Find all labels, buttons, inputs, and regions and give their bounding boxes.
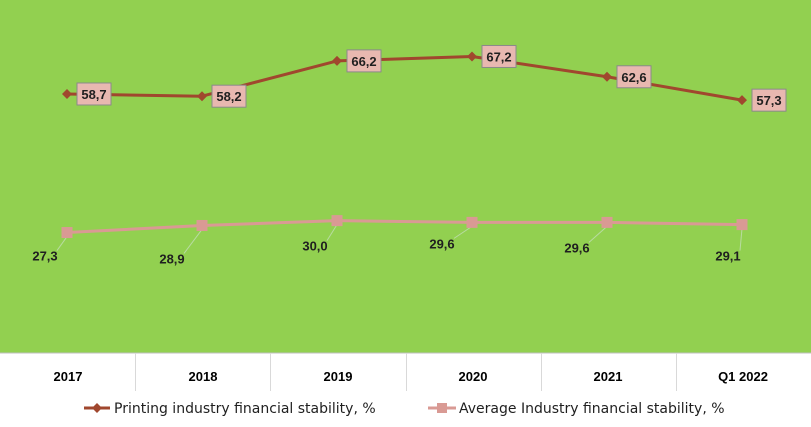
x-tick-label: 2017 bbox=[54, 369, 83, 384]
data-label-leader bbox=[56, 236, 68, 251]
x-tick-label: 2019 bbox=[324, 369, 353, 384]
data-label-box bbox=[346, 49, 382, 73]
data-label-average-industry: 29,6 bbox=[429, 236, 454, 251]
data-label-leader bbox=[326, 224, 338, 241]
data-label-printing-industry: 58,2 bbox=[216, 89, 241, 104]
data-point-printing-industry bbox=[737, 95, 747, 106]
data-point-printing-industry bbox=[197, 91, 207, 102]
plot-area bbox=[0, 0, 811, 353]
series-line-average-industry bbox=[66, 219, 743, 235]
legend-marker-average-industry bbox=[437, 403, 447, 413]
data-point-average-industry bbox=[331, 215, 343, 227]
data-label-average-industry: 30,0 bbox=[302, 239, 327, 254]
data-label-leader bbox=[588, 226, 608, 243]
x-tick-label: 2021 bbox=[594, 369, 623, 384]
data-label-printing-industry: 57,3 bbox=[756, 93, 781, 108]
data-label-box bbox=[751, 88, 787, 112]
data-label-printing-industry: 62,6 bbox=[621, 70, 646, 85]
data-label-leader bbox=[183, 229, 203, 254]
data-label-average-industry: 27,3 bbox=[32, 249, 57, 264]
x-tick-label: 2018 bbox=[189, 369, 218, 384]
legend-marker-printing-industry bbox=[92, 403, 102, 413]
legend-label-average-industry: Average Industry financial stability, % bbox=[459, 401, 725, 417]
data-label-leader bbox=[453, 225, 473, 239]
data-point-average-industry bbox=[196, 219, 208, 231]
data-point-average-industry bbox=[466, 216, 478, 228]
data-label-average-industry: 29,1 bbox=[715, 249, 740, 264]
data-point-printing-industry bbox=[602, 71, 612, 82]
data-label-box bbox=[616, 65, 652, 89]
data-label-printing-industry: 67,2 bbox=[486, 49, 511, 64]
data-point-average-industry bbox=[61, 227, 73, 239]
x-tick-label: 2020 bbox=[459, 369, 488, 384]
data-label-average-industry: 29,6 bbox=[564, 240, 589, 255]
data-label-printing-industry: 58,7 bbox=[81, 87, 106, 102]
data-point-average-industry bbox=[736, 219, 748, 231]
data-point-printing-industry bbox=[467, 51, 477, 62]
data-label-box bbox=[211, 84, 247, 108]
data-label-average-industry: 28,9 bbox=[159, 251, 184, 266]
x-tick-label: Q1 2022 bbox=[718, 369, 768, 384]
data-point-printing-industry bbox=[332, 55, 342, 66]
data-label-box bbox=[481, 44, 517, 68]
data-point-average-industry bbox=[601, 216, 613, 228]
data-point-printing-industry bbox=[62, 88, 72, 99]
legend-label-printing-industry: Printing industry financial stability, % bbox=[114, 401, 376, 417]
data-label-box bbox=[76, 82, 112, 106]
data-label-printing-industry: 66,2 bbox=[351, 54, 376, 69]
data-label-leader bbox=[739, 228, 743, 251]
